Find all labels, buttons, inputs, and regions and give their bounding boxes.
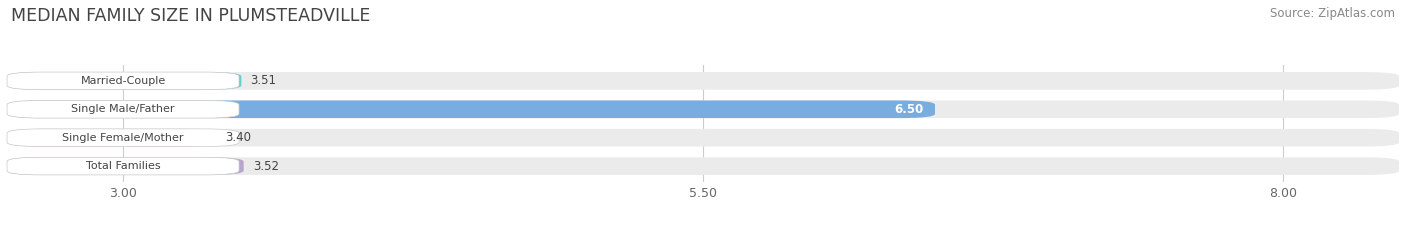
Text: 3.40: 3.40 <box>225 131 252 144</box>
FancyBboxPatch shape <box>7 129 239 147</box>
FancyBboxPatch shape <box>7 100 1399 118</box>
Text: Source: ZipAtlas.com: Source: ZipAtlas.com <box>1270 7 1395 20</box>
FancyBboxPatch shape <box>7 100 239 118</box>
Text: Married-Couple: Married-Couple <box>80 76 166 86</box>
Text: 6.50: 6.50 <box>894 103 924 116</box>
Text: Total Families: Total Families <box>86 161 160 171</box>
FancyBboxPatch shape <box>7 157 1399 175</box>
Text: Single Female/Mother: Single Female/Mother <box>62 133 184 143</box>
FancyBboxPatch shape <box>7 157 243 175</box>
Text: 3.51: 3.51 <box>250 74 277 87</box>
FancyBboxPatch shape <box>7 72 242 90</box>
FancyBboxPatch shape <box>7 157 239 175</box>
Text: 3.52: 3.52 <box>253 160 278 173</box>
FancyBboxPatch shape <box>7 129 215 147</box>
Text: Single Male/Father: Single Male/Father <box>72 104 174 114</box>
FancyBboxPatch shape <box>7 100 935 118</box>
FancyBboxPatch shape <box>7 129 1399 147</box>
Text: MEDIAN FAMILY SIZE IN PLUMSTEADVILLE: MEDIAN FAMILY SIZE IN PLUMSTEADVILLE <box>11 7 371 25</box>
FancyBboxPatch shape <box>7 72 239 90</box>
FancyBboxPatch shape <box>7 72 1399 90</box>
